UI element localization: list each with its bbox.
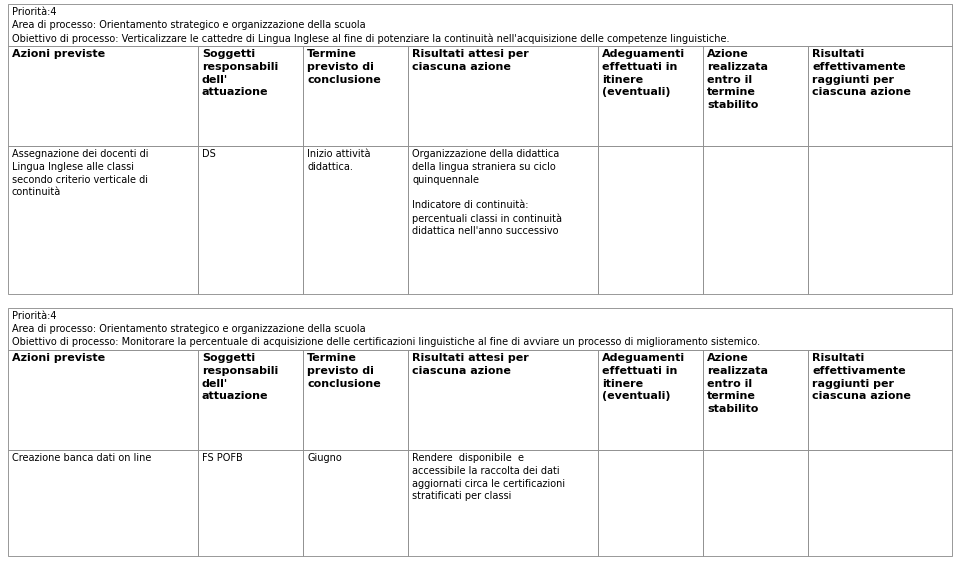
Bar bbox=[808, 46, 952, 146]
Text: Adeguamenti
effettuati in
itinere
(eventuali): Adeguamenti effettuati in itinere (event… bbox=[602, 49, 685, 97]
Bar bbox=[408, 146, 598, 294]
Text: Rendere  disponibile  e
accessibile la raccolta dei dati
aggiornati circa le cer: Rendere disponibile e accessibile la rac… bbox=[412, 453, 565, 501]
Bar bbox=[704, 146, 808, 294]
Bar bbox=[408, 450, 598, 556]
Text: Giugno: Giugno bbox=[307, 453, 342, 463]
Text: Termine
previsto di
conclusione: Termine previsto di conclusione bbox=[307, 49, 381, 85]
Text: Azione
realizzata
entro il
termine
stabilito: Azione realizzata entro il termine stabi… bbox=[708, 49, 768, 110]
Text: Inizio attività
didattica.: Inizio attività didattica. bbox=[307, 149, 371, 172]
Bar bbox=[408, 350, 598, 450]
Bar bbox=[303, 450, 408, 556]
Bar bbox=[598, 450, 704, 556]
Bar bbox=[8, 46, 198, 146]
Bar bbox=[598, 350, 704, 450]
Bar bbox=[8, 4, 952, 46]
Bar bbox=[704, 450, 808, 556]
Text: Soggetti
responsabili
dell'
attuazione: Soggetti responsabili dell' attuazione bbox=[202, 353, 278, 401]
Text: Creazione banca dati on line: Creazione banca dati on line bbox=[12, 453, 152, 463]
Bar bbox=[8, 350, 198, 450]
Bar bbox=[808, 450, 952, 556]
Text: Azione
realizzata
entro il
termine
stabilito: Azione realizzata entro il termine stabi… bbox=[708, 353, 768, 414]
Bar bbox=[704, 46, 808, 146]
Text: Azioni previste: Azioni previste bbox=[12, 353, 106, 363]
Bar bbox=[808, 350, 952, 450]
Bar bbox=[198, 450, 303, 556]
Text: FS POFB: FS POFB bbox=[202, 453, 243, 463]
Bar bbox=[808, 146, 952, 294]
Text: DS: DS bbox=[202, 149, 216, 159]
Bar bbox=[198, 46, 303, 146]
Bar bbox=[408, 46, 598, 146]
Bar bbox=[303, 46, 408, 146]
Bar bbox=[198, 146, 303, 294]
Text: Azioni previste: Azioni previste bbox=[12, 49, 106, 59]
Text: Risultati
effettivamente
raggiunti per
ciascuna azione: Risultati effettivamente raggiunti per c… bbox=[812, 353, 911, 401]
Bar bbox=[598, 46, 704, 146]
Bar bbox=[8, 308, 952, 350]
Text: Risultati attesi per
ciascuna azione: Risultati attesi per ciascuna azione bbox=[412, 49, 529, 72]
Bar bbox=[704, 350, 808, 450]
Text: Assegnazione dei docenti di
Lingua Inglese alle classi
secondo criterio vertical: Assegnazione dei docenti di Lingua Ingle… bbox=[12, 149, 149, 198]
Text: Risultati attesi per
ciascuna azione: Risultati attesi per ciascuna azione bbox=[412, 353, 529, 376]
Text: Priorità:4
Area di processo: Orientamento strategico e organizzazione della scuo: Priorità:4 Area di processo: Orientament… bbox=[12, 311, 760, 347]
Bar bbox=[198, 350, 303, 450]
Bar bbox=[8, 450, 198, 556]
Text: Risultati
effettivamente
raggiunti per
ciascuna azione: Risultati effettivamente raggiunti per c… bbox=[812, 49, 911, 97]
Text: Priorità:4
Area di processo: Orientamento strategico e organizzazione della scuo: Priorità:4 Area di processo: Orientament… bbox=[12, 7, 730, 44]
Bar bbox=[303, 146, 408, 294]
Bar bbox=[8, 146, 198, 294]
Bar bbox=[303, 350, 408, 450]
Text: Adeguamenti
effettuati in
itinere
(eventuali): Adeguamenti effettuati in itinere (event… bbox=[602, 353, 685, 401]
Text: Termine
previsto di
conclusione: Termine previsto di conclusione bbox=[307, 353, 381, 389]
Text: Organizzazione della didattica
della lingua straniera su ciclo
quinquennale

Ind: Organizzazione della didattica della lin… bbox=[412, 149, 563, 237]
Text: Soggetti
responsabili
dell'
attuazione: Soggetti responsabili dell' attuazione bbox=[202, 49, 278, 97]
Bar bbox=[598, 146, 704, 294]
